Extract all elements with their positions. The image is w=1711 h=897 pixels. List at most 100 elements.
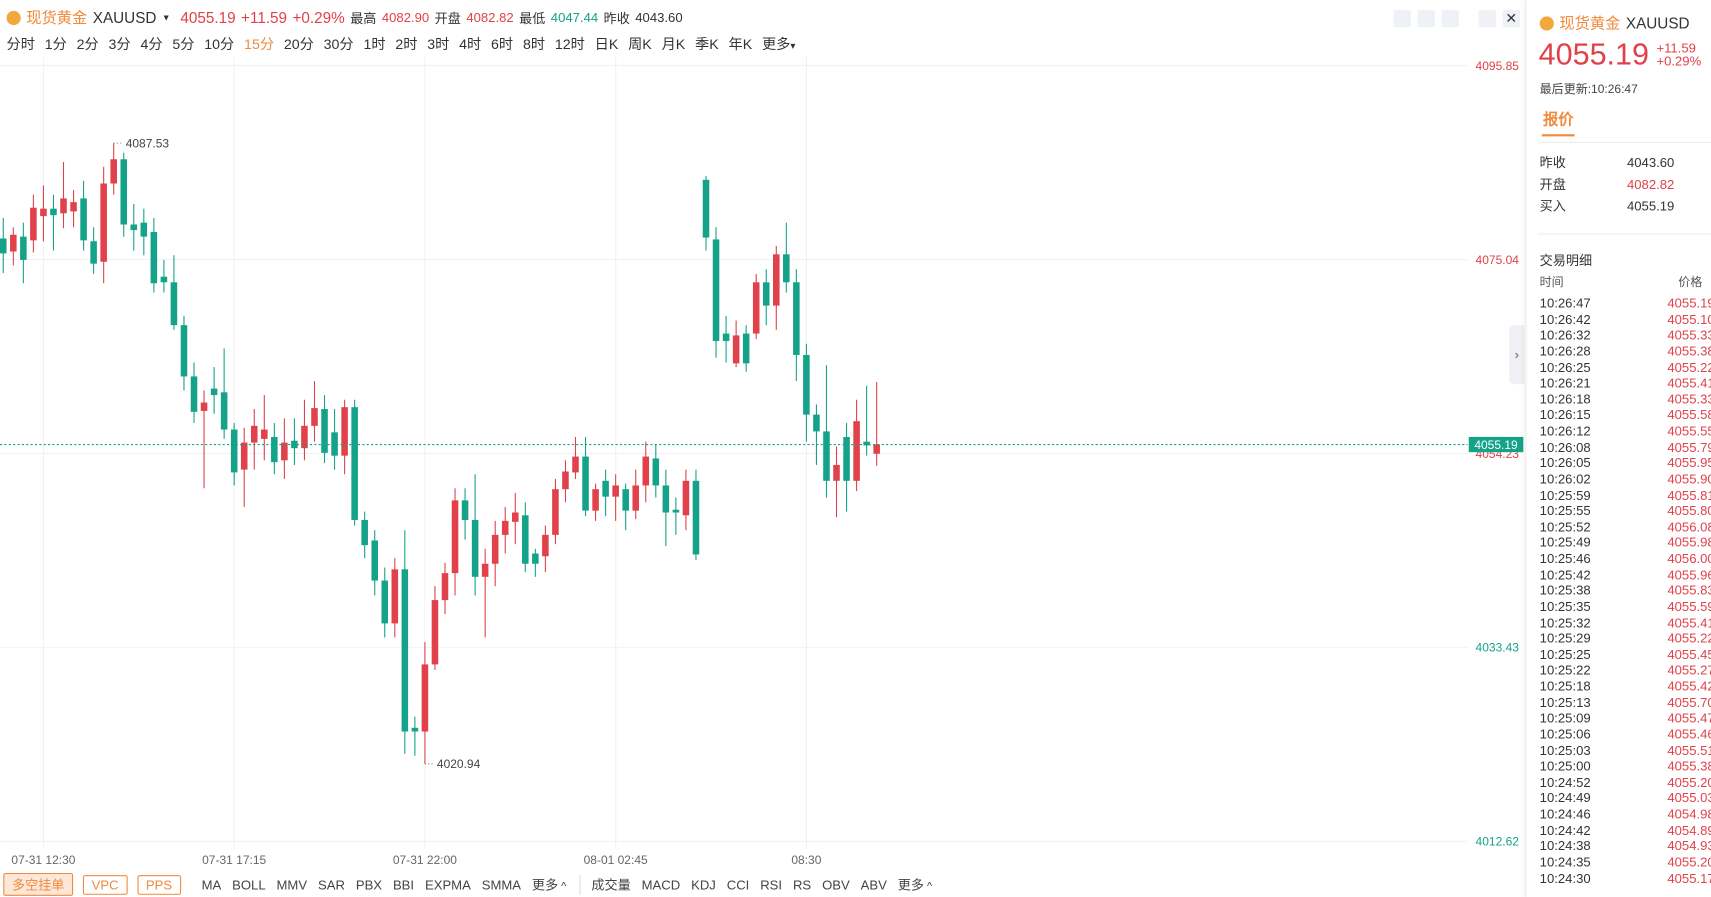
candle-body xyxy=(461,500,469,520)
indicator[interactable]: BOLL xyxy=(232,876,266,893)
chart: 4095.854075.044054.234033.434012.6207-31… xyxy=(0,56,1524,867)
separator xyxy=(579,874,581,895)
trade-row: 10:25:55 4055.80 xyxy=(1540,503,1711,519)
period-tab[interactable]: 10分 xyxy=(204,36,235,53)
candle-body xyxy=(552,489,559,535)
candle-body xyxy=(572,456,579,473)
indicator[interactable]: MMV xyxy=(276,876,308,893)
toolbar-icons: ✕ xyxy=(1393,9,1521,28)
indicator[interactable]: MACD xyxy=(641,876,681,893)
trade-price: 4055.27 xyxy=(1667,662,1711,679)
trade-price: 4055.41 xyxy=(1667,375,1711,391)
period-tab[interactable]: 8时 xyxy=(522,36,546,53)
symbol[interactable]: XAUUSD xyxy=(92,8,157,27)
indicator[interactable]: 更多 ^ xyxy=(897,877,933,893)
draw-icon[interactable] xyxy=(1417,9,1435,28)
period-tab[interactable]: 年K xyxy=(728,36,753,53)
period-tab[interactable]: 5分 xyxy=(172,36,195,53)
trade-row: 10:25:46 4056.00 xyxy=(1540,551,1711,567)
candle-body xyxy=(662,485,670,513)
dropdown-caret[interactable]: ▼ xyxy=(161,12,171,23)
indicator[interactable]: KDJ xyxy=(691,876,716,893)
indicator-button[interactable]: PPS xyxy=(137,874,181,895)
period-tab[interactable]: 月K xyxy=(661,36,686,53)
candle-body xyxy=(722,333,730,342)
period-tab[interactable]: 15分 xyxy=(244,36,275,53)
period-tab[interactable]: 3分 xyxy=(108,36,131,53)
indicator[interactable]: 成交量 xyxy=(591,877,631,893)
candle-body xyxy=(80,198,87,241)
period-tab[interactable]: 30分 xyxy=(323,36,354,53)
x-tick-label: 07-31 12:30 xyxy=(11,853,75,867)
period-tab[interactable]: 分时 xyxy=(6,36,35,53)
indicator[interactable]: EXPMA xyxy=(424,876,471,893)
candle-body xyxy=(150,231,158,284)
indicator[interactable]: ABV xyxy=(860,876,887,893)
period-tab[interactable]: 日K xyxy=(594,36,619,53)
instrument-name: 现货黄金 xyxy=(26,8,88,27)
extreme-label: 4020.94 xyxy=(437,757,481,771)
candle-body xyxy=(90,241,97,264)
label: 最低 xyxy=(519,10,546,26)
period-tab[interactable]: 季K xyxy=(695,36,719,53)
label: 最高 xyxy=(350,10,377,26)
trade-price: 4055.42 xyxy=(1667,678,1711,695)
quote-table: 昨收 4043.60 开盘 4082.82 买入 4055.19 xyxy=(1540,152,1704,217)
period-tab[interactable]: 更多▾ xyxy=(761,36,796,53)
period-tab[interactable]: 周K xyxy=(628,36,652,53)
indicator[interactable]: 更多 ^ xyxy=(531,877,567,893)
trade-row: 10:26:12 4055.55 xyxy=(1540,423,1711,439)
indicator[interactable]: CCI xyxy=(726,876,750,893)
indicator[interactable]: RS xyxy=(792,876,812,893)
tab[interactable]: 报价 xyxy=(1542,110,1574,128)
indicator-button[interactable]: 多空挂单 xyxy=(3,872,74,896)
candle-body xyxy=(712,239,720,342)
settings-icon[interactable] xyxy=(1441,9,1459,28)
candle-body xyxy=(451,500,459,574)
close-icon[interactable]: ✕ xyxy=(1502,9,1521,28)
candle-body xyxy=(853,421,860,481)
period-tab[interactable]: 2时 xyxy=(395,36,418,53)
indicator[interactable]: PBX xyxy=(355,876,383,893)
trade-row: 10:25:00 4055.38 xyxy=(1540,759,1711,775)
trade-time: 10:25:13 xyxy=(1539,694,1591,710)
fullscreen-icon[interactable] xyxy=(1478,9,1497,28)
period-tab[interactable]: 4时 xyxy=(459,36,482,53)
period-tab[interactable]: 1时 xyxy=(363,36,386,53)
instrument-name: 现货黄金 xyxy=(1559,14,1621,32)
candle-body xyxy=(652,458,660,486)
candle-body xyxy=(873,444,880,454)
period-tab[interactable]: 20分 xyxy=(283,36,314,53)
collapse-toggle[interactable]: › xyxy=(1509,325,1525,385)
trade-time: 10:25:00 xyxy=(1539,758,1591,774)
period-tab[interactable]: 3时 xyxy=(427,36,450,53)
candle-body xyxy=(130,224,138,231)
period-tab[interactable]: 12时 xyxy=(554,36,585,53)
col-header: 价格 xyxy=(1678,276,1703,290)
label: 昨收 xyxy=(603,10,630,26)
candle-body xyxy=(411,727,419,732)
indicator[interactable]: SMMA xyxy=(481,876,522,893)
indicator[interactable]: MA xyxy=(201,876,222,893)
trade-time: 10:26:15 xyxy=(1539,407,1591,423)
candle-body xyxy=(742,333,750,364)
indicator[interactable]: OBV xyxy=(822,876,850,893)
side-title: 现货黄金 XAUUSD xyxy=(1539,12,1690,34)
indicator-icon[interactable] xyxy=(1393,9,1411,28)
trade-row: 10:24:46 4054.98 xyxy=(1540,806,1711,822)
trade-price: 4055.03 xyxy=(1667,790,1711,806)
trade-price: 4055.22 xyxy=(1667,630,1711,647)
indicator[interactable]: SAR xyxy=(317,876,345,893)
period-tab[interactable]: 6时 xyxy=(491,36,514,53)
period-tab[interactable]: 2分 xyxy=(76,36,99,53)
period-tab[interactable]: 1分 xyxy=(44,36,67,53)
indicator-button[interactable]: VPC xyxy=(82,874,128,895)
period-tab[interactable]: 4分 xyxy=(140,36,163,53)
trade-row: 10:25:03 4055.51 xyxy=(1540,743,1711,759)
candle-body xyxy=(672,509,680,513)
indicator[interactable]: BBI xyxy=(392,876,415,893)
indicator[interactable]: RSI xyxy=(760,876,783,893)
trade-time: 10:24:46 xyxy=(1539,806,1591,822)
trade-time: 10:24:30 xyxy=(1539,870,1591,886)
